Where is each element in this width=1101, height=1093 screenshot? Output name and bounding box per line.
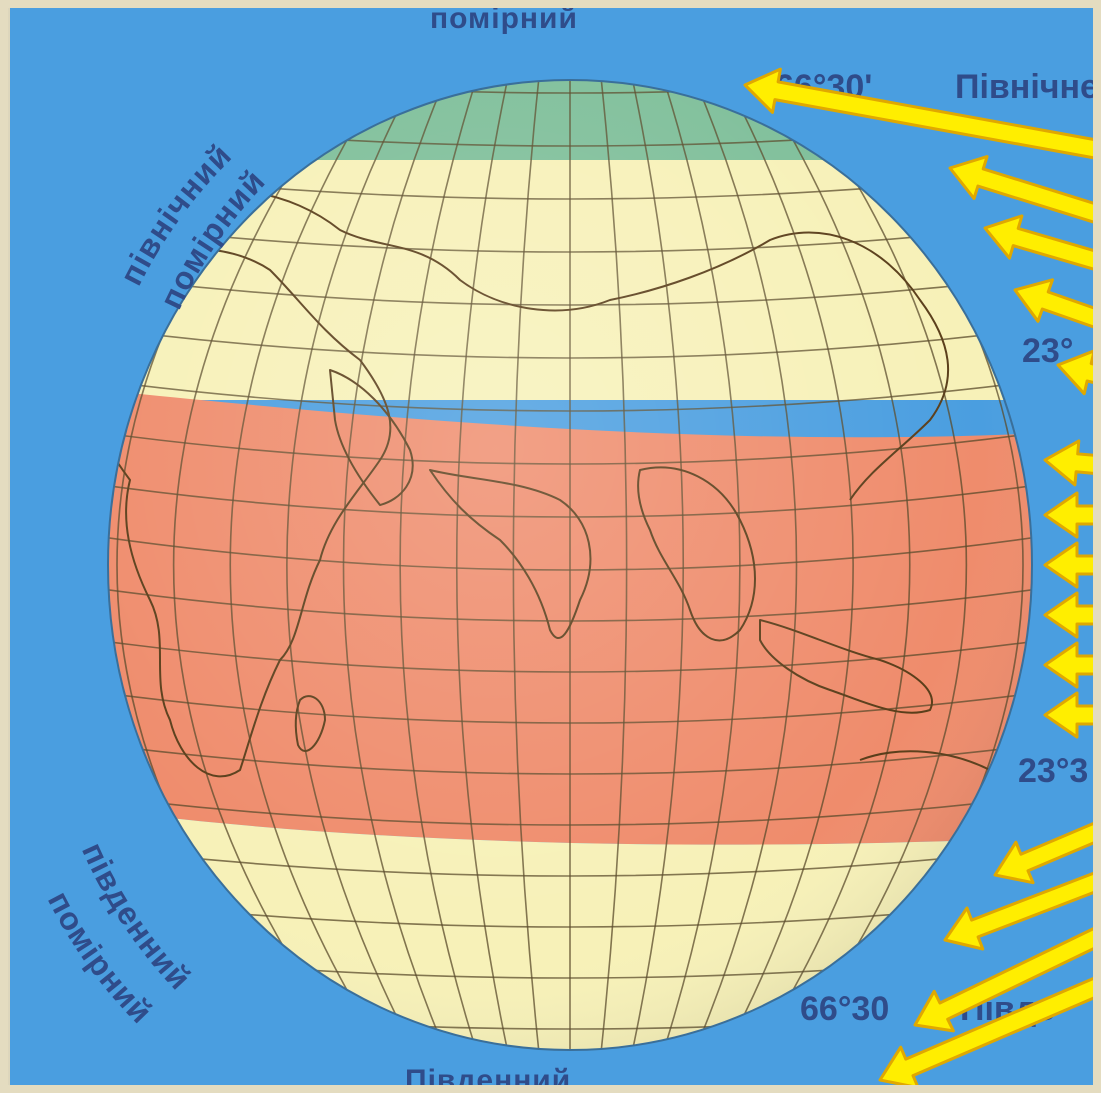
south-polar-circle-degree: 66°30 (800, 990, 889, 1028)
sun-ray-arrow-icon (743, 67, 1101, 161)
north-polar-circle-name: Північне (955, 68, 1099, 106)
sun-rays (743, 67, 1101, 1090)
sun-ray-arrow-icon (993, 820, 1101, 885)
sun-ray-arrow-icon (878, 975, 1101, 1090)
globe-shading (108, 80, 1032, 1050)
sun-ray-arrow-icon (913, 925, 1101, 1033)
sun-ray-arrow-icon (1013, 278, 1101, 330)
sun-ray-arrow-icon (983, 214, 1101, 273)
south-tropic-degree: 23°3 (1018, 752, 1088, 790)
sun-ray-arrow-icon (943, 870, 1101, 951)
sun-ray-arrow-icon (948, 155, 1101, 226)
globe-outline (107, 79, 1033, 1051)
